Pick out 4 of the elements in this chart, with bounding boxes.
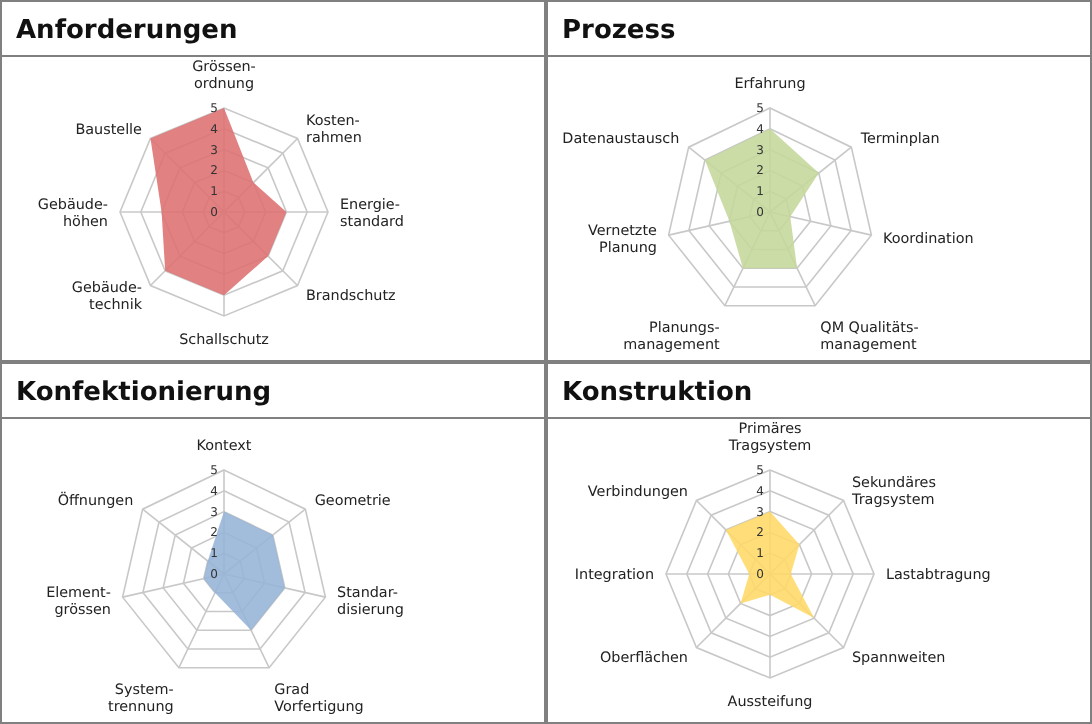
chart-title: Anforderungen	[16, 16, 238, 46]
chart-title: Prozess	[562, 16, 676, 46]
chart-title: Konstruktion	[562, 378, 753, 408]
chart-title: Konfektionierung	[16, 378, 272, 408]
